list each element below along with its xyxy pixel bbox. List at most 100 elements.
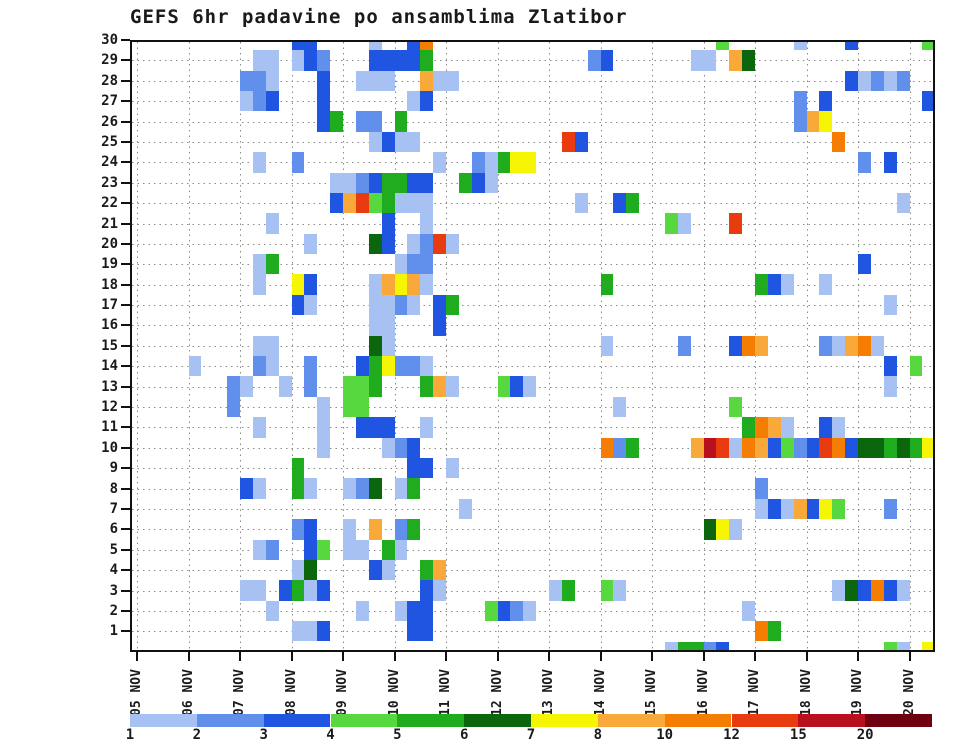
- heatmap-cell: [922, 90, 933, 112]
- heatmap-cell: [420, 50, 434, 71]
- heatmap-cell: [343, 192, 356, 214]
- colorbar-label: 4: [326, 727, 335, 742]
- heatmap-cell: [304, 580, 318, 601]
- heatmap-cell: [767, 274, 781, 295]
- heatmap-cell: [240, 376, 253, 397]
- heatmap-cell: [420, 621, 434, 642]
- x-axis-label: 15 NOV: [644, 669, 659, 716]
- heatmap-cells-layer: [132, 42, 933, 650]
- heatmap-cell: [291, 274, 305, 295]
- colorbar-segment: [330, 714, 398, 727]
- heatmap-cell: [922, 641, 933, 650]
- heatmap-cell: [355, 396, 369, 418]
- heatmap-cell: [755, 437, 768, 458]
- y-axis-label: 13: [101, 378, 118, 395]
- heatmap-cell: [265, 213, 279, 234]
- heatmap-cell: [381, 335, 395, 357]
- heatmap-cell: [252, 580, 266, 601]
- x-axis-tick: [754, 652, 756, 661]
- x-axis-label: 14 NOV: [592, 669, 608, 716]
- y-axis-label: 8: [109, 480, 118, 497]
- heatmap-cell: [291, 519, 305, 540]
- heatmap-cell: [819, 90, 833, 112]
- gridline-horizontal: [132, 141, 933, 143]
- x-axis-label: 06 NOV: [180, 669, 196, 716]
- heatmap-cell: [420, 580, 434, 601]
- heatmap-cell: [368, 417, 382, 438]
- heatmap-cell: [252, 356, 266, 377]
- heatmap-cell: [433, 233, 446, 255]
- heatmap-cell: [703, 519, 717, 540]
- heatmap-cell: [304, 559, 318, 581]
- heatmap-cell: [420, 233, 434, 255]
- heatmap-cell: [446, 294, 459, 316]
- heatmap-cell: [626, 192, 640, 214]
- gridline-horizontal: [132, 182, 933, 184]
- x-axis-tick: [908, 652, 911, 661]
- heatmap-cell: [819, 437, 833, 458]
- heatmap-cell: [780, 498, 794, 520]
- heatmap-cell: [368, 111, 382, 132]
- heatmap-cell: [394, 50, 408, 71]
- y-axis-tick: [121, 304, 130, 307]
- heatmap-cell: [381, 539, 395, 560]
- heatmap-cell: [896, 70, 910, 91]
- colorbar-label: 12: [723, 727, 740, 742]
- colorbar-label: 8: [593, 727, 603, 742]
- heatmap-cell: [845, 437, 858, 458]
- heatmap-cell: [716, 42, 730, 51]
- heatmap-cell: [291, 621, 305, 642]
- x-axis-label: 08 NOV: [283, 669, 299, 716]
- heatmap-cell: [407, 254, 421, 275]
- heatmap-cell: [883, 152, 897, 173]
- heatmap-cell: [523, 152, 537, 173]
- heatmap-cell: [883, 498, 897, 520]
- heatmap-cell: [304, 274, 318, 295]
- heatmap-cell: [407, 519, 421, 540]
- x-axis-tick: [857, 652, 859, 661]
- heatmap-cell: [433, 152, 446, 173]
- heatmap-cell: [420, 90, 434, 112]
- heatmap-cell: [252, 152, 266, 173]
- heatmap-cell: [355, 600, 369, 622]
- y-axis-tick: [121, 548, 130, 551]
- colorbar-segment: [597, 714, 665, 727]
- heatmap-cell: [446, 457, 459, 479]
- heatmap-cell: [883, 356, 897, 377]
- heatmap-cell: [497, 152, 511, 173]
- heatmap-cell: [355, 356, 369, 377]
- heatmap-cell: [561, 580, 575, 601]
- heatmap-cell: [858, 335, 871, 357]
- y-axis-tick: [121, 406, 130, 409]
- x-axis-tick: [445, 652, 447, 661]
- heatmap-cell: [407, 42, 421, 51]
- x-axis-tick: [342, 652, 344, 661]
- heatmap-cell: [304, 42, 318, 51]
- heatmap-cell: [420, 254, 434, 275]
- gridline-horizontal: [132, 366, 933, 368]
- heatmap-cell: [394, 274, 408, 295]
- heatmap-cell: [883, 437, 897, 458]
- x-axis-tick: [187, 652, 190, 661]
- gridline-horizontal: [132, 264, 933, 266]
- heatmap-cell: [240, 90, 253, 112]
- heatmap-cell: [394, 437, 408, 458]
- heatmap-cell: [304, 376, 318, 397]
- heatmap-cell: [729, 396, 743, 418]
- heatmap-cell: [845, 580, 858, 601]
- y-axis-label: 12: [101, 399, 118, 416]
- x-axis-tick: [290, 652, 293, 661]
- heatmap-cell: [883, 376, 897, 397]
- heatmap-cell: [381, 50, 395, 71]
- heatmap-cell: [755, 498, 768, 520]
- heatmap-cell: [252, 50, 266, 71]
- heatmap-cell: [265, 356, 279, 377]
- x-axis-label: 18 NOV: [798, 669, 814, 716]
- heatmap-cell: [793, 111, 807, 132]
- heatmap-cell: [291, 457, 305, 479]
- heatmap-cell: [561, 131, 575, 153]
- heatmap-cell: [883, 580, 897, 601]
- heatmap-cell: [304, 478, 318, 499]
- heatmap-cell: [896, 641, 910, 650]
- heatmap-cell: [600, 580, 614, 601]
